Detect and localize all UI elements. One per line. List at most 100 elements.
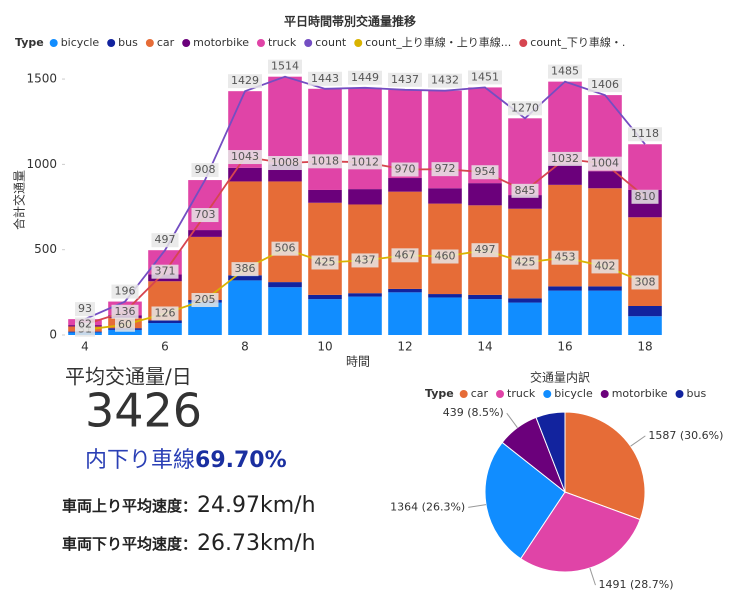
data-label: 60 xyxy=(118,318,132,331)
data-label: 196 xyxy=(115,285,136,298)
data-label: 1449 xyxy=(351,71,379,84)
data-label-bg xyxy=(191,208,219,223)
legend-label: count xyxy=(315,36,347,49)
data-label-bg xyxy=(631,275,659,290)
y-axis-title: 合計交通量 xyxy=(12,170,27,230)
leader-line xyxy=(468,504,487,508)
bar-segment xyxy=(548,290,582,335)
data-label: 402 xyxy=(595,259,616,272)
kpi-speed-label: 車両下り平均速度： xyxy=(62,535,197,553)
legend-label: count_上り車線・上り車線... xyxy=(365,35,511,49)
legend-swatch xyxy=(354,39,363,47)
data-label: 425 xyxy=(315,255,336,268)
data-label: 460 xyxy=(435,250,456,263)
bar-segment xyxy=(428,203,462,295)
kpi-speed-label: 車両上り平均速度： xyxy=(62,497,197,515)
bar-segment xyxy=(388,288,422,293)
data-label: 1485 xyxy=(551,65,579,78)
x-tick-label: 4 xyxy=(81,340,89,354)
pie-label: 1491 (28.7%) xyxy=(598,578,673,591)
legend-swatch xyxy=(600,390,609,398)
data-label: 1043 xyxy=(231,150,259,163)
data-label: 1429 xyxy=(231,74,259,87)
legend-swatch xyxy=(304,39,313,47)
y-tick-label: 1000 xyxy=(26,157,57,171)
bar-segment xyxy=(468,183,502,206)
data-label-bg xyxy=(431,162,459,177)
data-label: 467 xyxy=(395,248,416,261)
legend-swatch xyxy=(107,39,116,47)
bar-segment xyxy=(348,87,382,190)
data-label-bg xyxy=(428,73,462,88)
data-label-bg xyxy=(551,250,579,265)
legend-label: count_下り車線・. xyxy=(530,35,625,49)
y-tick-label: 0 xyxy=(49,328,57,342)
legend-swatch xyxy=(519,39,528,47)
data-label-bg xyxy=(388,72,422,87)
data-label-bg xyxy=(308,71,342,86)
data-label-bg xyxy=(548,151,582,166)
bar-segment xyxy=(188,180,222,231)
data-label-bg xyxy=(271,241,299,256)
pie-slice xyxy=(520,491,641,573)
data-label: 126 xyxy=(155,307,176,320)
data-label: 1004 xyxy=(591,157,619,170)
bar-segment xyxy=(388,178,422,192)
data-label-bg xyxy=(151,306,179,321)
data-label-bg xyxy=(471,165,499,180)
legend-label: motorbike xyxy=(193,36,249,49)
y-tick-label: 1500 xyxy=(26,72,57,86)
data-label-bg xyxy=(508,101,542,116)
data-label-bg xyxy=(548,64,582,79)
bar-segment xyxy=(588,171,622,189)
line-series xyxy=(84,75,646,320)
legend-swatch xyxy=(675,390,684,398)
data-label: 506 xyxy=(275,242,296,255)
pie-slice xyxy=(535,411,566,493)
data-label: 908 xyxy=(195,163,216,176)
bar-segment xyxy=(548,184,582,287)
data-label-bg xyxy=(191,293,219,308)
data-label-bg xyxy=(591,259,619,274)
data-label: 437 xyxy=(355,253,376,266)
x-tick-label: 14 xyxy=(477,340,492,354)
bar-segment xyxy=(628,217,662,306)
data-label-bg xyxy=(111,284,139,299)
data-label: 1451 xyxy=(471,70,499,83)
data-label: 1018 xyxy=(311,154,339,167)
data-label: 62 xyxy=(78,317,92,330)
data-label-bg xyxy=(588,78,622,93)
legend-label: bus xyxy=(687,387,707,400)
data-label-bg xyxy=(228,150,262,165)
data-label-bg xyxy=(151,233,179,248)
legend-label: bicycle xyxy=(61,36,100,49)
data-label-bg xyxy=(588,156,622,171)
legend-label: car xyxy=(157,36,175,49)
bar-segment xyxy=(588,286,622,291)
pie-label: 1587 (30.6%) xyxy=(648,429,723,442)
leader-line xyxy=(589,567,596,586)
kpi-share-label: 内下り車線 xyxy=(85,448,195,473)
data-label-bg xyxy=(631,189,659,204)
bar-segment xyxy=(348,293,382,297)
pie-label: 1364 (26.3%) xyxy=(390,500,465,513)
bar-segment xyxy=(268,287,302,335)
data-label: 845 xyxy=(515,184,536,197)
bar-segment xyxy=(268,181,302,283)
kpi-speed-value: 24.97km/h xyxy=(197,493,316,518)
bar-segment xyxy=(348,296,382,335)
bar-segment xyxy=(308,88,342,190)
data-label: 497 xyxy=(475,243,496,256)
data-label-bg xyxy=(351,253,379,268)
bar-segment xyxy=(388,191,422,289)
bar-segment xyxy=(428,188,462,204)
legend-label: motorbike xyxy=(612,387,668,400)
x-tick-label: 18 xyxy=(637,340,652,354)
bar-segment xyxy=(268,282,302,288)
bar-segment xyxy=(588,290,622,335)
pie-slice xyxy=(484,441,566,560)
data-label: 93 xyxy=(78,302,92,315)
bar-segment xyxy=(308,294,342,300)
leader-line xyxy=(506,412,518,428)
legend-swatch xyxy=(49,39,58,47)
